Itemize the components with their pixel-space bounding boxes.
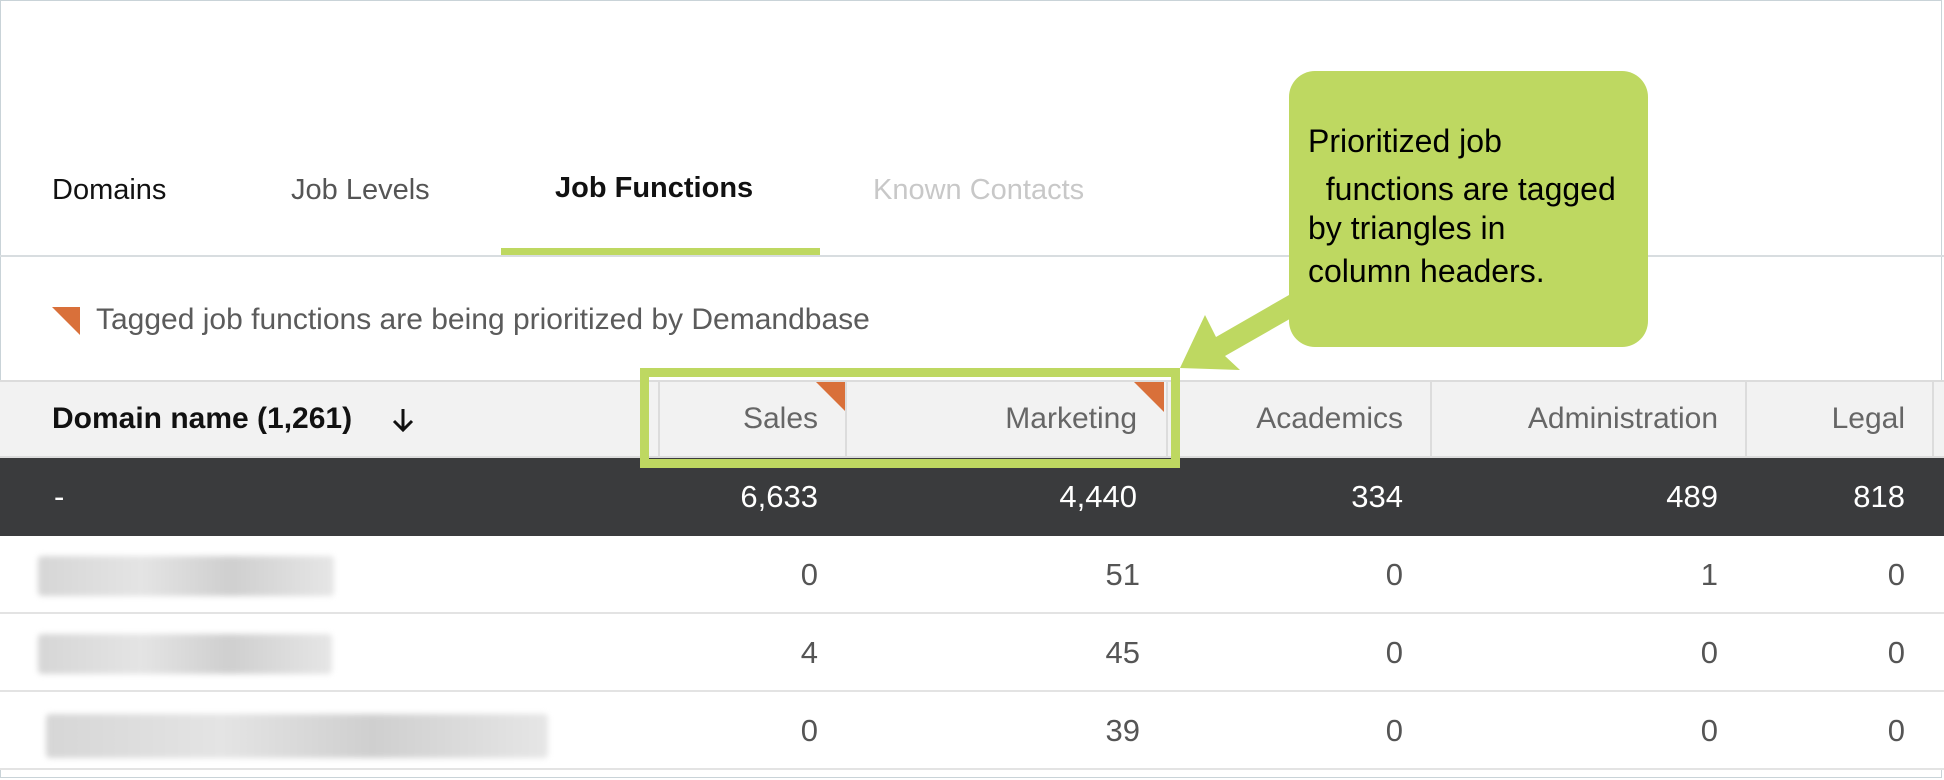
legend-text: Tagged job functions are being prioritiz… — [96, 303, 870, 336]
callout-text-line: functions are tagged — [1308, 171, 1616, 207]
column-header-administration[interactable]: Administration — [1527, 402, 1718, 435]
column-separator — [658, 382, 660, 456]
arrow-down-icon[interactable] — [390, 406, 416, 434]
cell-marketing: 39 — [1105, 713, 1140, 748]
tab-domains[interactable]: Domains — [52, 174, 167, 206]
column-header-domain-name[interactable]: Domain name (1,261) — [52, 402, 353, 435]
total-row-label: - — [54, 479, 65, 514]
column-header-academics[interactable]: Academics — [1256, 402, 1403, 435]
cell-legal: 0 — [1887, 713, 1905, 748]
orange-triangle-icon — [816, 382, 846, 412]
column-separator — [1166, 382, 1168, 456]
callout-text-line: Prioritized job — [1308, 123, 1502, 159]
redacted-domain-name — [38, 634, 332, 674]
cell-sales: 0 — [800, 713, 818, 748]
table-row[interactable]: 0 39 0 0 0 — [0, 692, 1944, 770]
column-header-marketing[interactable]: Marketing — [1005, 402, 1137, 435]
redacted-domain-name — [46, 714, 548, 758]
callout-text-line: column headers. — [1308, 253, 1545, 289]
cell-administration: 0 — [1700, 635, 1718, 670]
total-legal: 818 — [1853, 479, 1905, 514]
total-sales: 6,633 — [740, 479, 818, 514]
table-header-row: Domain name (1,261) Sales Marketing Acad… — [0, 380, 1944, 458]
table-row[interactable]: 4 45 0 0 0 — [0, 614, 1944, 692]
tab-job-levels[interactable]: Job Levels — [291, 174, 430, 206]
tab-known-contacts[interactable]: Known Contacts — [873, 174, 1085, 206]
cell-administration: 1 — [1700, 557, 1718, 592]
total-academics: 334 — [1351, 479, 1403, 514]
cell-sales: 0 — [800, 557, 818, 592]
cell-legal: 0 — [1887, 635, 1905, 670]
active-tab-indicator — [501, 248, 820, 255]
tabs-divider — [0, 255, 1944, 257]
total-marketing: 4,440 — [1059, 479, 1137, 514]
column-header-legal[interactable]: Legal — [1831, 402, 1905, 435]
column-separator — [1745, 382, 1747, 456]
column-separator — [845, 382, 847, 456]
redacted-domain-name — [38, 556, 334, 596]
column-header-sales[interactable]: Sales — [742, 402, 818, 435]
cell-administration: 0 — [1700, 713, 1718, 748]
cell-academics: 0 — [1385, 713, 1403, 748]
annotation-highlight-box — [640, 368, 1180, 468]
total-row: - 6,633 4,440 334 489 818 — [0, 458, 1944, 536]
cell-sales: 4 — [800, 635, 818, 670]
cell-legal: 0 — [1887, 557, 1905, 592]
column-separator — [1932, 382, 1934, 456]
cell-academics: 0 — [1385, 557, 1403, 592]
column-separator — [1430, 382, 1432, 456]
orange-triangle-icon — [1134, 382, 1164, 412]
total-administration: 489 — [1666, 479, 1718, 514]
tab-job-functions[interactable]: Job Functions — [555, 172, 754, 204]
table-row[interactable]: 0 51 0 1 0 — [0, 536, 1944, 614]
annotation-callout: Prioritized job functions are tagged by … — [1289, 71, 1648, 347]
cell-academics: 0 — [1385, 635, 1403, 670]
orange-triangle-icon — [52, 307, 80, 335]
callout-text-line: by triangles in — [1308, 210, 1506, 246]
cell-marketing: 45 — [1105, 635, 1140, 670]
cell-marketing: 51 — [1105, 557, 1140, 592]
